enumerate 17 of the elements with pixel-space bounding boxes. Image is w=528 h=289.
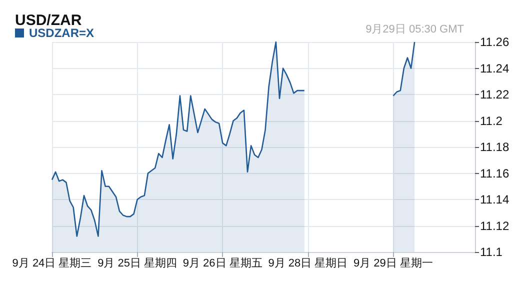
- y-tick-label: 11.16: [480, 166, 510, 180]
- y-tick-label: 11.1: [480, 245, 503, 259]
- y-tick-label: 11.24: [480, 61, 510, 76]
- y-tick-label: 11.26: [480, 35, 510, 49]
- x-tick-label: 9月 26日 星期五: [182, 258, 262, 270]
- text: 9月29日 05:30 GMT: [366, 24, 464, 36]
- x-tick-label: 9月 25日 星期四: [98, 258, 178, 270]
- y-tick-label: 11.14: [480, 192, 510, 206]
- chart-title: USD/ZAR: [15, 12, 82, 29]
- y-tick-label: 11.22: [480, 88, 510, 102]
- y-tick-label: 11.12: [480, 218, 510, 233]
- x-tick-label: 9月 28日 星期日: [268, 258, 348, 270]
- x-tick-label: 9月 24日 星期三: [12, 258, 92, 270]
- legend-label: USDZAR=X: [29, 26, 94, 40]
- y-tick-label: 11.18: [480, 140, 510, 154]
- x-tick-label: 9月 29日 星期一: [354, 258, 433, 270]
- y-tick-label: 11.2: [480, 114, 503, 128]
